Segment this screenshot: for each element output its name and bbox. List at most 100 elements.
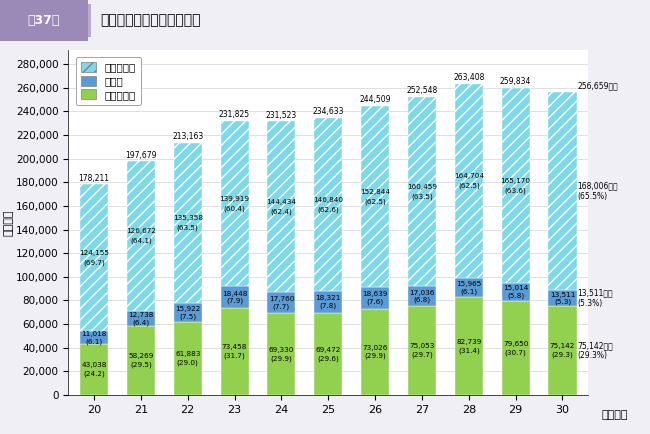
Bar: [220, 121, 248, 286]
Text: 79,650: 79,650: [503, 341, 528, 347]
Bar: [80, 344, 108, 395]
Text: 13,511: 13,511: [550, 292, 575, 298]
Text: 124,155: 124,155: [79, 250, 109, 256]
Text: (6.8): (6.8): [413, 297, 430, 303]
Text: (29.3): (29.3): [552, 352, 573, 358]
Text: 213,163: 213,163: [172, 132, 203, 141]
Bar: [314, 291, 343, 313]
Text: 252,548: 252,548: [406, 86, 437, 95]
Text: 69,472: 69,472: [315, 347, 341, 353]
Text: 75,053: 75,053: [410, 343, 435, 349]
Text: (6.4): (6.4): [133, 319, 150, 326]
Text: 民生費の財源構成比の推移: 民生費の財源構成比の推移: [101, 13, 202, 28]
Text: (63.6): (63.6): [505, 187, 526, 194]
Text: 165,170: 165,170: [500, 178, 530, 184]
Text: 82,739: 82,739: [456, 339, 482, 345]
Bar: [455, 84, 483, 278]
Text: (6.1): (6.1): [85, 338, 103, 345]
Text: 18,321: 18,321: [315, 296, 341, 302]
Bar: [549, 306, 577, 395]
Text: (62.5): (62.5): [364, 198, 386, 204]
Text: (29.7): (29.7): [411, 352, 433, 358]
Text: 11,018: 11,018: [81, 331, 107, 337]
Bar: [361, 309, 389, 395]
Text: （年度）: （年度）: [601, 410, 628, 420]
Bar: [267, 122, 296, 292]
Text: 73,026: 73,026: [363, 345, 388, 351]
Text: (7.9): (7.9): [226, 298, 243, 304]
Bar: [502, 88, 530, 283]
Text: 18,448: 18,448: [222, 291, 247, 297]
Bar: [361, 106, 389, 286]
Text: 18,639: 18,639: [363, 291, 388, 297]
Text: (7.7): (7.7): [273, 303, 290, 309]
Bar: [174, 322, 202, 395]
Text: (5.3%): (5.3%): [577, 299, 603, 308]
Text: (69.7): (69.7): [83, 260, 105, 266]
Text: (63.5): (63.5): [177, 225, 199, 231]
Text: (29.9): (29.9): [270, 355, 292, 362]
Text: (62.6): (62.6): [317, 206, 339, 213]
Bar: [549, 92, 577, 290]
Bar: [502, 301, 530, 395]
Text: 234,633: 234,633: [313, 107, 344, 116]
Text: 43,038: 43,038: [81, 362, 107, 368]
Text: (29.9): (29.9): [364, 353, 386, 359]
Bar: [314, 313, 343, 395]
Text: (31.4): (31.4): [458, 347, 480, 354]
Text: (29.5): (29.5): [130, 362, 151, 368]
Text: 256,659億円: 256,659億円: [577, 81, 618, 90]
Text: 15,965: 15,965: [456, 281, 482, 287]
Bar: [127, 161, 155, 311]
Bar: [174, 303, 202, 322]
Text: 263,408: 263,408: [453, 73, 484, 82]
Text: (62.5): (62.5): [458, 183, 480, 189]
Text: (65.5%): (65.5%): [577, 191, 608, 201]
Text: 259,834: 259,834: [500, 77, 531, 86]
Text: 231,523: 231,523: [266, 111, 297, 120]
Text: 144,434: 144,434: [266, 199, 296, 205]
Bar: [80, 331, 108, 344]
Bar: [361, 286, 389, 309]
Bar: [127, 326, 155, 395]
Text: (63.5): (63.5): [411, 193, 433, 200]
Bar: [549, 290, 577, 306]
Text: 244,509: 244,509: [359, 95, 391, 104]
Bar: [220, 286, 248, 308]
Text: 152,844: 152,844: [360, 188, 390, 194]
Bar: [127, 311, 155, 326]
Text: 73,458: 73,458: [222, 344, 247, 350]
Bar: [408, 306, 436, 395]
Text: (31.7): (31.7): [224, 353, 246, 359]
Bar: [267, 313, 296, 395]
Text: (6.1): (6.1): [460, 288, 477, 295]
Text: (24.2): (24.2): [83, 371, 105, 377]
Bar: [88, 4, 91, 37]
Text: 58,269: 58,269: [128, 353, 153, 359]
Bar: [502, 283, 530, 301]
Text: 126,672: 126,672: [126, 228, 156, 234]
Text: 146,840: 146,840: [313, 197, 343, 203]
Text: (64.1): (64.1): [130, 238, 151, 244]
Bar: [220, 308, 248, 395]
Text: 168,006億円: 168,006億円: [577, 181, 618, 191]
Legend: 一般財源等, その他, 国庫支出金: 一般財源等, その他, 国庫支出金: [76, 57, 140, 105]
Text: 12,738: 12,738: [128, 312, 153, 318]
Text: (7.5): (7.5): [179, 313, 196, 319]
Text: 231,825: 231,825: [219, 110, 250, 119]
Text: 197,679: 197,679: [125, 151, 157, 160]
Text: 13,511億円: 13,511億円: [577, 289, 613, 298]
Text: (7.8): (7.8): [320, 302, 337, 309]
Text: 178,211: 178,211: [79, 174, 109, 183]
Bar: [0, 0, 88, 41]
Text: 139,919: 139,919: [220, 196, 250, 202]
Bar: [314, 118, 343, 291]
Text: (7.6): (7.6): [367, 298, 384, 305]
Text: (29.0): (29.0): [177, 359, 199, 366]
Text: (5.8): (5.8): [507, 293, 524, 299]
Text: 69,330: 69,330: [268, 347, 294, 353]
Text: 75,142億円: 75,142億円: [577, 341, 613, 350]
Text: 61,883: 61,883: [175, 351, 200, 357]
Bar: [455, 278, 483, 297]
Text: 135,358: 135,358: [173, 215, 203, 221]
